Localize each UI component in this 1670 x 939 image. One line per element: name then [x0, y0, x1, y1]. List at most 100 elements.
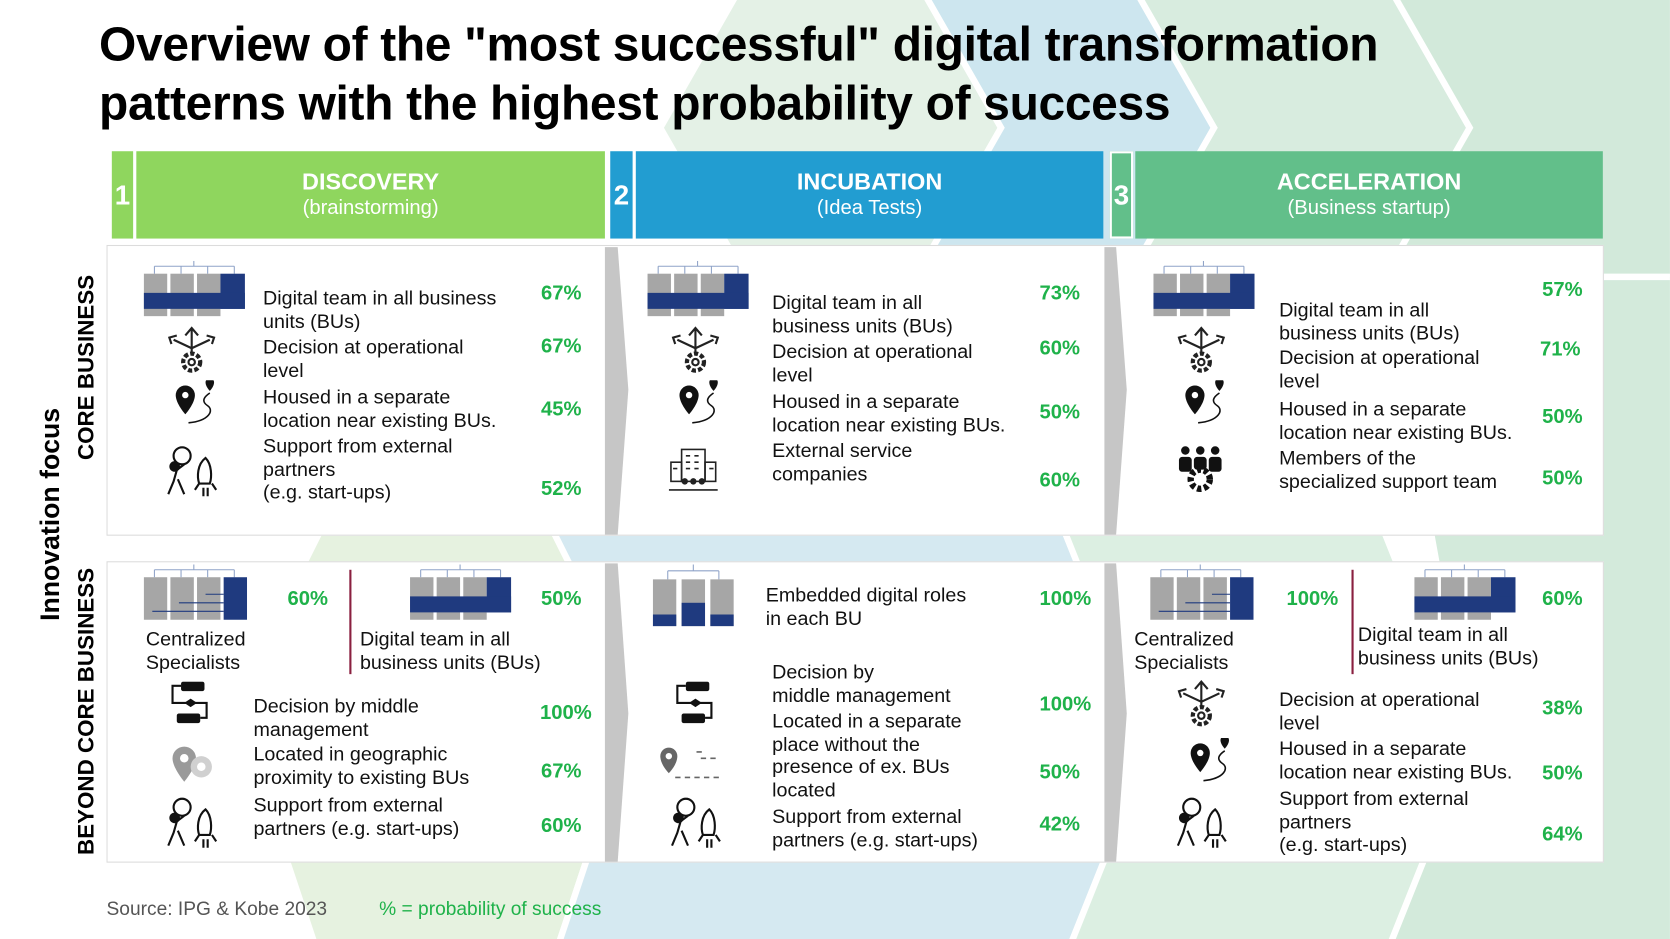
phase-header-acceleration: ACCELERATION (Business startup) — [1135, 151, 1603, 239]
location-route-icon — [1180, 738, 1233, 786]
success-probability: 73% — [1039, 282, 1080, 305]
legend-note: % = probability of success — [379, 897, 602, 920]
pattern-label: Decision by middle management — [772, 660, 951, 706]
person-rocket-icon — [669, 797, 724, 850]
success-probability: 60% — [287, 587, 329, 611]
success-probability: 60% — [1039, 337, 1080, 360]
success-probability: 64% — [1542, 823, 1583, 846]
success-probability: 100% — [1039, 693, 1092, 716]
title-line-2: patterns with the highest probability of… — [99, 75, 1171, 130]
org-chart-icon — [410, 564, 511, 619]
success-probability: 50% — [541, 587, 582, 611]
phase-3-number: 3 — [1109, 151, 1134, 239]
divider — [349, 569, 351, 675]
phase-subtitle: (brainstorming) — [302, 197, 439, 220]
person-rocket-icon — [165, 445, 220, 498]
pattern-label: Decision at operational level — [1279, 687, 1480, 734]
location-route-icon — [165, 380, 218, 428]
phase-subtitle: (Idea Tests) — [816, 197, 923, 220]
decision-gear-icon — [165, 325, 218, 376]
phase-2-number: 2 — [610, 151, 633, 239]
success-probability: 67% — [541, 760, 582, 783]
pattern-label: Housed in a separate location near exist… — [772, 389, 1006, 436]
service-building-icon — [669, 447, 718, 492]
source-note: Source: IPG & Kobe 2023 — [106, 897, 328, 920]
pattern-label: Digital team in all business units (BUs) — [359, 627, 541, 673]
success-probability: 100% — [1039, 587, 1092, 611]
success-probability: 100% — [1286, 587, 1339, 611]
core-business-panel — [106, 244, 1604, 536]
org-chart-icon — [1153, 261, 1254, 316]
pattern-label: Decision at operational level — [772, 339, 973, 385]
pattern-label: External service companies — [772, 438, 913, 485]
phase-title: INCUBATION — [796, 168, 943, 195]
pattern-label: Members of the specialized support team — [1279, 446, 1498, 492]
phase-title: DISCOVERY — [302, 168, 440, 195]
pattern-label: Located in geographic proximity to exist… — [253, 742, 470, 788]
success-probability: 50% — [1542, 762, 1583, 785]
person-rocket-icon — [1175, 797, 1230, 850]
chevron-arrow — [604, 247, 629, 535]
success-probability: 67% — [541, 282, 582, 305]
title-line-1: Overview of the "most successful" digita… — [99, 17, 1379, 72]
success-probability: 60% — [1039, 469, 1080, 493]
flowchart-icon — [168, 682, 213, 725]
pattern-label: Housed in a separate location near exist… — [263, 385, 497, 431]
chevron-arrow — [1104, 563, 1127, 862]
org-chart-icon — [144, 261, 245, 316]
pattern-label: Support from external partners (e.g. sta… — [1279, 787, 1469, 856]
success-probability: 71% — [1539, 338, 1581, 362]
decision-gear-icon — [669, 325, 722, 376]
success-probability: 45% — [541, 398, 582, 421]
centralized-specialists-icon — [1150, 564, 1253, 619]
pattern-label: Digital team in all business units (BUs) — [1357, 623, 1539, 669]
embedded-roles-icon — [653, 564, 734, 626]
pattern-label: Digital team in all business units (BUs) — [772, 290, 953, 337]
success-probability: 38% — [1542, 697, 1583, 720]
pattern-label: Centralized Specialists — [145, 627, 246, 673]
pattern-label: Decision at operational level — [1279, 346, 1480, 392]
person-rocket-icon — [165, 797, 220, 850]
centralized-specialists-icon — [144, 564, 247, 619]
pattern-label: Housed in a separate location near exist… — [1279, 397, 1513, 443]
beyond-core-business-panel — [106, 561, 1604, 863]
pattern-label: Decision at operational level — [263, 335, 464, 381]
pattern-label: Embedded digital roles in each BU — [765, 583, 967, 629]
success-probability: 50% — [1542, 405, 1583, 429]
pattern-label: Decision by middle management — [253, 694, 419, 740]
chevron-arrow — [604, 563, 629, 862]
pattern-label: Support from external partners (e.g. sta… — [253, 793, 460, 839]
phase-subtitle: (Business startup) — [1287, 197, 1451, 220]
phase-header-incubation: INCUBATION (Idea Tests) — [635, 151, 1104, 239]
pattern-label: Digital team in all business units (BUs) — [263, 286, 497, 332]
location-proximity-icon — [168, 743, 216, 786]
success-probability: 52% — [541, 478, 582, 501]
success-probability: 50% — [1039, 401, 1080, 424]
location-route-icon — [669, 380, 722, 428]
phase-1-number: 1 — [111, 151, 134, 239]
phase-title: ACCELERATION — [1276, 168, 1462, 195]
pattern-label: Digital team in all business units (BUs) — [1279, 298, 1460, 344]
page-title: Overview of the "most successful" digita… — [99, 15, 1379, 132]
decision-gear-icon — [1175, 678, 1228, 729]
success-probability: 50% — [1542, 467, 1583, 490]
location-dashed-icon — [658, 743, 724, 786]
chevron-arrow — [1104, 247, 1127, 535]
divider — [1351, 569, 1354, 675]
pattern-label: Support from external partners (e.g. sta… — [772, 805, 978, 851]
org-chart-icon — [1414, 564, 1515, 619]
pattern-label: Housed in a separate location near exist… — [1279, 736, 1513, 783]
org-chart-icon — [648, 261, 749, 316]
success-probability: 60% — [541, 814, 582, 838]
flowchart-icon — [673, 682, 718, 725]
pattern-label: Support from external partners (e.g. sta… — [263, 434, 453, 503]
pattern-label: Located in a separate place without the … — [772, 709, 962, 801]
decision-gear-icon — [1175, 325, 1228, 376]
location-route-icon — [1175, 380, 1228, 428]
success-probability: 67% — [541, 335, 582, 358]
pattern-label: Centralized Specialists — [1134, 627, 1234, 673]
success-probability: 60% — [1542, 587, 1583, 611]
success-probability: 42% — [1039, 813, 1080, 837]
